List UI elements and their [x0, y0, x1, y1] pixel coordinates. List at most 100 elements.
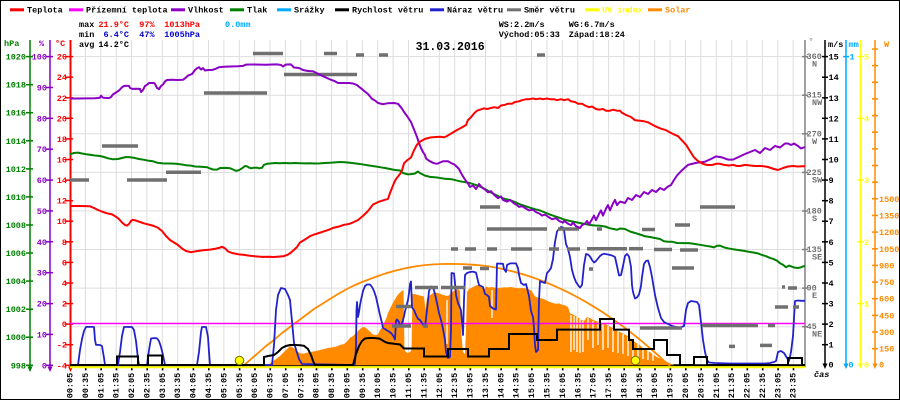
svg-text:0: 0	[42, 361, 47, 371]
svg-text:20: 20	[37, 300, 47, 310]
svg-text:6.4°C: 6.4°C	[104, 30, 130, 40]
svg-text:900: 900	[879, 261, 894, 271]
svg-text:Teplota: Teplota	[27, 6, 63, 16]
svg-text:Západ:18:24: Západ:18:24	[569, 30, 625, 40]
svg-text:12: 12	[829, 114, 839, 124]
svg-text:čas: čas	[814, 370, 829, 380]
svg-text:03:05: 03:05	[158, 373, 168, 399]
svg-text:1002: 1002	[6, 305, 26, 315]
svg-text:SW: SW	[812, 175, 823, 185]
svg-text:1013hPa: 1013hPa	[164, 20, 200, 30]
svg-text:08:35: 08:35	[327, 373, 337, 399]
svg-text:4: 4	[829, 279, 834, 289]
svg-text:N: N	[812, 60, 817, 70]
svg-text:1: 1	[829, 341, 834, 351]
svg-text:21:35: 21:35	[727, 373, 737, 399]
svg-text:Srážky: Srážky	[294, 6, 325, 16]
svg-text:10:35: 10:35	[389, 373, 399, 399]
svg-text:0: 0	[864, 361, 869, 371]
svg-text:W: W	[884, 40, 890, 50]
svg-text:m/s: m/s	[828, 40, 843, 50]
svg-text:6: 6	[829, 238, 834, 248]
svg-text:15: 15	[829, 53, 839, 63]
svg-text:1000: 1000	[6, 333, 26, 343]
svg-text:1012: 1012	[6, 165, 26, 175]
svg-text:90: 90	[807, 284, 817, 294]
svg-text:01:05: 01:05	[96, 373, 106, 399]
svg-text:5: 5	[864, 53, 869, 63]
svg-text:31.03.2016: 31.03.2016	[416, 41, 485, 54]
svg-text:1010: 1010	[6, 193, 26, 203]
svg-text:40: 40	[37, 238, 47, 248]
svg-text:14:35: 14:35	[512, 373, 522, 399]
svg-text:SE: SE	[812, 253, 822, 263]
svg-text:450: 450	[879, 311, 894, 321]
svg-text:10: 10	[37, 330, 47, 340]
svg-text:22:05: 22:05	[743, 373, 753, 399]
svg-text:600: 600	[879, 295, 894, 305]
svg-text:03:35: 03:35	[173, 373, 183, 399]
svg-text:6: 6	[62, 258, 67, 268]
svg-text:1: 1	[864, 300, 869, 310]
svg-text:0: 0	[829, 361, 834, 371]
svg-text:1006: 1006	[6, 249, 26, 259]
svg-text:60: 60	[37, 176, 47, 186]
svg-text:02:35: 02:35	[142, 373, 152, 399]
svg-text:18: 18	[57, 135, 67, 145]
svg-text:21:05: 21:05	[712, 373, 722, 399]
svg-text:1016: 1016	[6, 109, 26, 119]
svg-text:3: 3	[864, 176, 869, 186]
svg-text:8: 8	[62, 238, 67, 248]
svg-text:10: 10	[829, 156, 839, 166]
svg-text:2: 2	[829, 320, 834, 330]
svg-text:NW: NW	[812, 98, 823, 108]
svg-text:16:05: 16:05	[558, 373, 568, 399]
svg-text:7: 7	[829, 217, 834, 227]
svg-text:W: W	[812, 137, 818, 147]
svg-text:22: 22	[57, 94, 67, 104]
svg-text:19:35: 19:35	[666, 373, 676, 399]
svg-text:15:35: 15:35	[543, 373, 553, 399]
svg-text:12: 12	[57, 197, 67, 207]
svg-text:09:35: 09:35	[358, 373, 368, 399]
svg-text:-4: -4	[57, 361, 67, 371]
svg-text:998: 998	[11, 361, 26, 371]
svg-text:18:05: 18:05	[619, 373, 629, 399]
svg-text:270: 270	[807, 129, 822, 139]
svg-text:hPa: hPa	[4, 39, 19, 49]
svg-text:97%: 97%	[139, 20, 155, 30]
svg-text:0: 0	[62, 320, 67, 330]
svg-text:1018: 1018	[6, 81, 26, 91]
svg-text:19:05: 19:05	[650, 373, 660, 399]
svg-text:750: 750	[879, 278, 894, 288]
svg-text:09:05: 09:05	[343, 373, 353, 399]
svg-text:08:05: 08:05	[312, 373, 322, 399]
svg-text:Tlak: Tlak	[247, 6, 267, 16]
svg-text:1050: 1050	[879, 245, 899, 255]
svg-text:13:05: 13:05	[466, 373, 476, 399]
svg-text:1: 1	[850, 53, 855, 63]
svg-text:1020: 1020	[6, 53, 26, 63]
svg-text:23:05: 23:05	[773, 373, 783, 399]
svg-text:mm: mm	[849, 40, 859, 50]
svg-text:9: 9	[829, 176, 834, 186]
svg-text:14:05: 14:05	[496, 373, 506, 399]
svg-text:2: 2	[864, 238, 869, 248]
svg-text:13: 13	[829, 94, 839, 104]
svg-text:20:35: 20:35	[696, 373, 706, 399]
svg-text:5: 5	[829, 258, 834, 268]
svg-text:2: 2	[62, 300, 67, 310]
svg-text:21.9°C: 21.9°C	[98, 20, 129, 30]
svg-text:50: 50	[37, 207, 47, 217]
svg-text:24: 24	[57, 73, 67, 83]
svg-text:Vlhkost: Vlhkost	[188, 6, 224, 16]
svg-text:Solar: Solar	[665, 6, 691, 16]
svg-text:90: 90	[37, 84, 47, 94]
svg-text:17:35: 17:35	[604, 373, 614, 399]
svg-text:14: 14	[57, 176, 67, 186]
svg-text:0.0mm: 0.0mm	[225, 20, 251, 30]
svg-text:avg: avg	[79, 40, 94, 50]
svg-text:1004: 1004	[6, 277, 26, 287]
svg-text:315: 315	[807, 91, 822, 101]
svg-text:8: 8	[829, 197, 834, 207]
